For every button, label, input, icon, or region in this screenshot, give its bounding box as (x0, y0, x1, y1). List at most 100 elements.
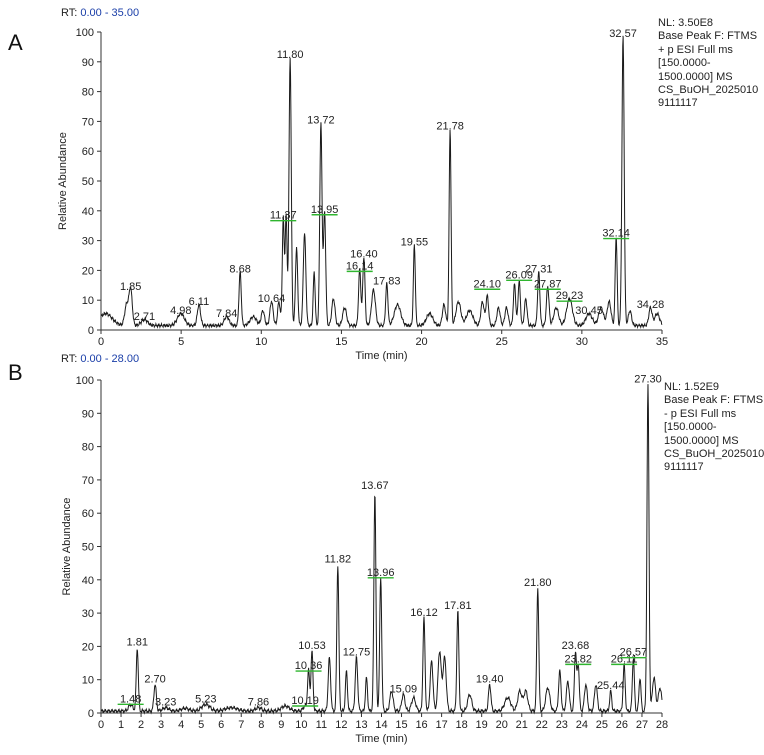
panel-a-trace (100, 36, 663, 330)
panel-b-y-tick-label: 30 (82, 608, 94, 620)
meta-line: Base Peak F: FTMS (664, 394, 764, 407)
panel-b-x-tick-label: 6 (218, 719, 224, 731)
panel-a-x-tick-label: 0 (98, 336, 104, 348)
peak-label-13.96: 13.96 (367, 567, 395, 579)
panel-b-rt-value: 0.00 - 28.00 (80, 353, 140, 365)
meta-line: NL: 3.50E8 (658, 17, 714, 29)
panel-a-y-tick-label: 100 (76, 27, 94, 39)
panel-b-x-tick-label: 22 (536, 719, 548, 731)
panel-b-x-tick-label: 12 (335, 719, 347, 731)
panel-b-x-tick-label: 27 (636, 719, 648, 731)
panel-b-letter: B (8, 360, 23, 385)
peak-label-5.23: 5.23 (195, 693, 216, 705)
peak-label-21.80: 21.80 (524, 577, 552, 589)
panel-b-x-tick-label: 2 (138, 719, 144, 731)
panel-b-y-tick-label: 100 (76, 375, 94, 387)
panel-a-y-tick-label: 90 (82, 57, 94, 69)
peak-label-10.19: 10.19 (291, 695, 319, 707)
panel-b-x-tick-label: 5 (198, 719, 204, 731)
peak-label-30.45: 30.45 (575, 305, 603, 317)
panel-b-y-tick-label: 40 (82, 575, 94, 587)
meta-line: - p ESI Full ms (664, 407, 737, 420)
peak-label-7.86: 7.86 (248, 697, 269, 709)
peak-label-19.40: 19.40 (476, 673, 504, 685)
peak-label-4.98: 4.98 (170, 305, 191, 317)
meta-line: CS_BuOH_2025010 (658, 84, 759, 97)
panel-b-x-tick-label: 21 (516, 719, 528, 731)
panel-b-x-tick-label: 18 (456, 719, 468, 731)
meta-line: 9111117 (658, 97, 698, 110)
peak-label-11.82: 11.82 (324, 553, 351, 565)
panel-b-x-tick-label: 15 (395, 719, 407, 731)
panel-b-rt-range: RT: 0.00 - 28.00 (61, 353, 139, 365)
meta-line: [150.0000- (664, 421, 717, 434)
peak-label-32.57: 32.57 (609, 28, 637, 40)
peak-label-26.57: 26.57 (620, 647, 648, 659)
peak-label-13.67: 13.67 (361, 480, 389, 492)
peak-label-15.09: 15.09 (390, 683, 418, 695)
panel-b-x-tick-label: 23 (556, 719, 568, 731)
panel-a-x-tick-label: 30 (576, 336, 588, 348)
peak-label-11.80: 11.80 (277, 49, 304, 61)
peak-label-10.53: 10.53 (298, 640, 326, 652)
panel-b-x-tick-label: 4 (178, 719, 184, 731)
meta-line: Base Peak F: FTMS (658, 30, 758, 43)
peak-label-11.37: 11.37 (270, 210, 297, 222)
panel-b-x-tick-label: 19 (476, 719, 488, 731)
panel-a-x-tick-label: 5 (178, 336, 184, 348)
peak-label-23.82: 23.82 (564, 653, 592, 665)
peak-label-10.64: 10.64 (258, 293, 286, 305)
panel-b-x-tick-label: 11 (316, 719, 327, 731)
panel-b-x-tick-label: 8 (258, 719, 264, 731)
panel-a-y-tick-label: 10 (82, 295, 94, 307)
peak-label-24.10: 24.10 (474, 278, 502, 290)
peak-label-27.30: 27.30 (634, 374, 662, 386)
panel-b-y-tick-label: 70 (82, 475, 94, 487)
peak-label-32.14: 32.14 (602, 228, 630, 240)
panel-a-y-axis-label: Relative Abundance (57, 132, 69, 230)
panel-a-metadata: NL: 3.50E8 Base Peak F: FTMS + p ESI Full … (658, 17, 758, 111)
peak-label-29.23: 29.23 (556, 290, 584, 302)
peak-label-10.36: 10.36 (295, 660, 323, 672)
peak-label-13.95: 13.95 (311, 204, 339, 216)
panel-b-x-tick-label: 24 (576, 719, 588, 731)
panel-a-y-tick-label: 20 (82, 265, 94, 277)
meta-line: [150.0000- (658, 57, 711, 70)
peak-label-1.85: 1.85 (120, 281, 141, 293)
peak-label-2.71: 2.71 (134, 311, 155, 323)
panel-a-y-tick-label: 30 (82, 236, 94, 248)
panel-b-y-axis-label: Relative Abundance (61, 498, 73, 596)
peak-label-7.84: 7.84 (216, 308, 237, 320)
panel-b-x-axis-label: Time (min) (355, 733, 407, 745)
panel-a-x-tick-label: 25 (496, 336, 508, 348)
panel-a-rt-range: RT: 0.00 - 35.00 (61, 7, 139, 19)
panel-b-y-tick-label: 90 (82, 408, 94, 420)
peak-label-16.12: 16.12 (410, 607, 438, 619)
meta-line: + p ESI Full ms (658, 43, 733, 56)
peak-label-3.23: 3.23 (155, 697, 176, 709)
panel-b-y-tick-label: 20 (82, 641, 94, 653)
peak-label-16.14: 16.14 (346, 260, 374, 272)
panel-b-x-tick-label: 28 (656, 719, 668, 731)
panel-a-y-tick-label: 40 (82, 206, 94, 218)
panel-b-x-tick-label: 14 (375, 719, 387, 731)
peak-label-1.48: 1.48 (120, 693, 141, 705)
peak-label-19.55: 19.55 (401, 237, 429, 249)
peak-label-27.31: 27.31 (525, 263, 553, 275)
panel-a-rt-prefix: RT: (61, 7, 78, 19)
peak-label-16.40: 16.40 (350, 248, 378, 260)
panel-b-y-tick-label: 10 (82, 675, 94, 687)
panel-a-x-axis-label: Time (min) (355, 350, 407, 362)
panel-a-y-tick-label: 50 (82, 176, 94, 188)
peak-label-8.68: 8.68 (229, 263, 250, 275)
peak-label-23.68: 23.68 (562, 640, 590, 652)
panel-b-x-tick-label: 26 (616, 719, 628, 731)
panel-b-x-tick-label: 10 (295, 719, 307, 731)
peak-label-1.81: 1.81 (127, 637, 148, 649)
panel-b-y-tick-label: 80 (82, 442, 94, 454)
peak-label-21.78: 21.78 (436, 120, 464, 132)
panel-b-x-tick-label: 7 (238, 719, 244, 731)
panel-a-rt-value: 0.00 - 35.00 (80, 7, 140, 19)
panel-b-x-tick-label: 25 (596, 719, 608, 731)
